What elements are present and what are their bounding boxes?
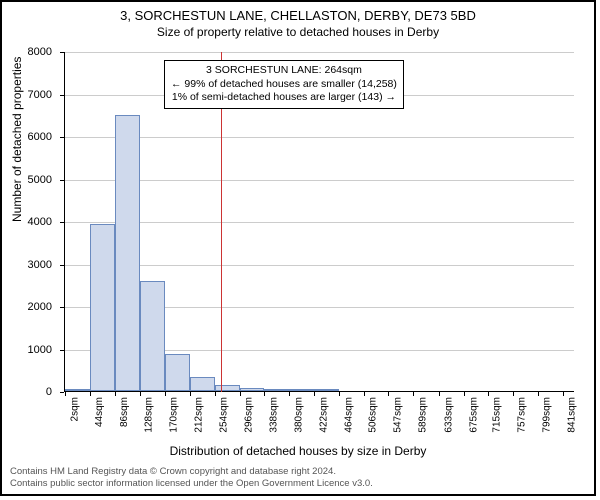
y-tick-label: 8000 [2, 46, 52, 58]
y-tick-label: 0 [2, 386, 52, 398]
annotation-box: 3 SORCHESTUN LANE: 264sqm ← 99% of detac… [164, 60, 404, 109]
grid-line [64, 222, 574, 223]
grid-line [64, 137, 574, 138]
y-tick [60, 350, 64, 351]
chart-container: 3, SORCHESTUN LANE, CHELLASTON, DERBY, D… [0, 0, 596, 496]
x-tick-label: 2sqm [69, 397, 80, 421]
annotation-line3: 1% of semi-detached houses are larger (1… [171, 91, 397, 105]
x-tick-label: 128sqm [144, 397, 155, 433]
x-tick [140, 392, 141, 396]
grid-line [64, 180, 574, 181]
histogram-bar [165, 354, 190, 391]
y-axis-line [64, 52, 65, 392]
x-tick [464, 392, 465, 396]
x-tick [513, 392, 514, 396]
y-tick-label: 5000 [2, 174, 52, 186]
annotation-line1: 3 SORCHESTUN LANE: 264sqm [171, 64, 397, 78]
footer-line2: Contains public sector information licen… [10, 478, 373, 490]
histogram-bar [115, 115, 140, 391]
y-tick [60, 95, 64, 96]
x-tick [65, 392, 66, 396]
y-tick [60, 307, 64, 308]
x-tick-label: 212sqm [194, 397, 205, 433]
x-tick [165, 392, 166, 396]
x-tick-label: 338sqm [268, 397, 279, 433]
histogram-bar [140, 281, 165, 391]
y-tick [60, 222, 64, 223]
x-tick [388, 392, 389, 396]
y-tick-label: 4000 [2, 216, 52, 228]
x-tick [413, 392, 414, 396]
y-tick [60, 265, 64, 266]
x-tick-label: 633sqm [443, 397, 454, 433]
x-tick [190, 392, 191, 396]
histogram-bar [190, 377, 215, 391]
x-tick [115, 392, 116, 396]
x-tick-label: 44sqm [94, 397, 105, 427]
y-tick [60, 137, 64, 138]
x-tick-label: 547sqm [392, 397, 403, 433]
y-tick [60, 52, 64, 53]
x-tick [563, 392, 564, 396]
y-tick-label: 3000 [2, 259, 52, 271]
y-tick-label: 2000 [2, 301, 52, 313]
grid-line [64, 52, 574, 53]
x-tick [538, 392, 539, 396]
x-tick [90, 392, 91, 396]
y-tick-label: 7000 [2, 89, 52, 101]
x-tick-label: 254sqm [219, 397, 230, 433]
x-tick-label: 380sqm [293, 397, 304, 433]
x-tick-label: 464sqm [343, 397, 354, 433]
x-tick [289, 392, 290, 396]
x-tick-label: 799sqm [542, 397, 553, 433]
x-tick [240, 392, 241, 396]
x-tick [439, 392, 440, 396]
y-tick-label: 1000 [2, 344, 52, 356]
footer-line1: Contains HM Land Registry data © Crown c… [10, 466, 373, 478]
x-tick [339, 392, 340, 396]
x-tick [264, 392, 265, 396]
x-tick [488, 392, 489, 396]
x-tick-label: 296sqm [244, 397, 255, 433]
chart-subtitle: Size of property relative to detached ho… [2, 25, 594, 39]
y-tick [60, 180, 64, 181]
plot-area: 3 SORCHESTUN LANE: 264sqm ← 99% of detac… [64, 52, 574, 392]
x-tick-label: 757sqm [517, 397, 528, 433]
chart-title: 3, SORCHESTUN LANE, CHELLASTON, DERBY, D… [2, 8, 594, 23]
x-tick [314, 392, 315, 396]
y-tick-label: 6000 [2, 131, 52, 143]
annotation-line2: ← 99% of detached houses are smaller (14… [171, 78, 397, 92]
footer-text: Contains HM Land Registry data © Crown c… [10, 466, 373, 490]
grid-line [64, 265, 574, 266]
x-tick-label: 715sqm [492, 397, 503, 433]
x-tick [215, 392, 216, 396]
x-tick-label: 589sqm [417, 397, 428, 433]
x-tick-label: 675sqm [468, 397, 479, 433]
x-tick-label: 170sqm [169, 397, 180, 433]
x-tick-label: 841sqm [567, 397, 578, 433]
x-tick-label: 86sqm [119, 397, 130, 427]
x-tick-label: 506sqm [368, 397, 379, 433]
x-tick-label: 422sqm [318, 397, 329, 433]
histogram-bar [90, 224, 115, 391]
y-tick [60, 392, 64, 393]
x-tick [364, 392, 365, 396]
x-axis-label: Distribution of detached houses by size … [2, 444, 594, 458]
